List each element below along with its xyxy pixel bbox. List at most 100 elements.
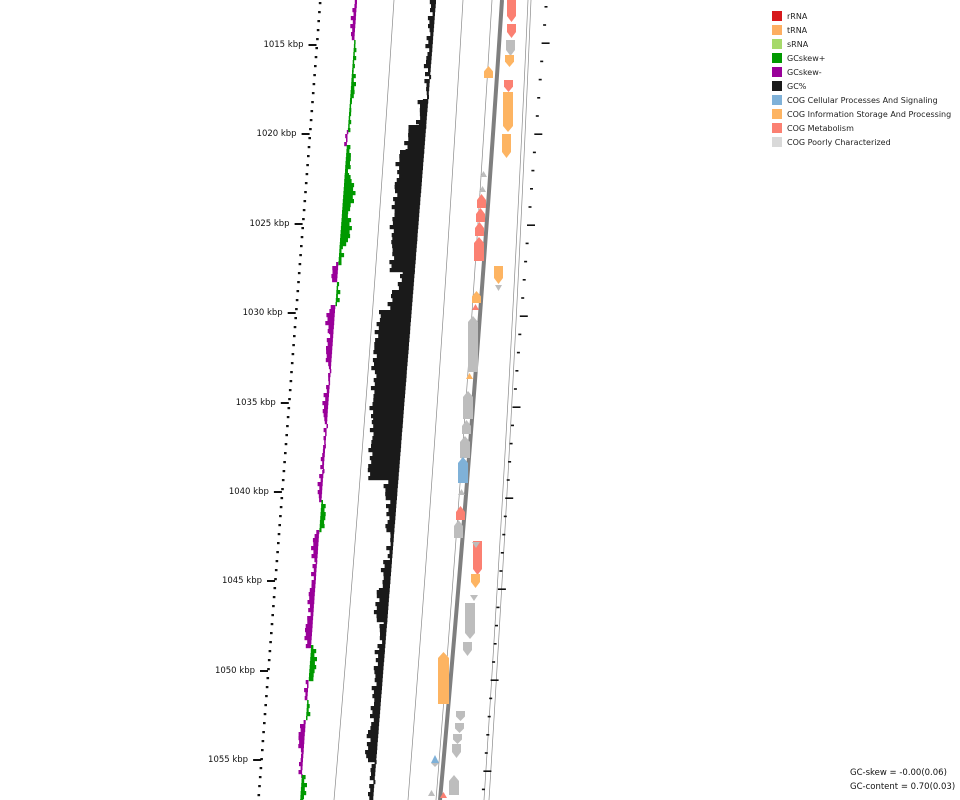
ruler-tick	[500, 552, 504, 554]
gc-skew-negative-band	[319, 474, 324, 479]
gc-content-band	[416, 120, 427, 125]
gc-skew-negative-band	[320, 457, 325, 462]
ruler-tick	[528, 206, 532, 208]
ruler-dot	[273, 587, 277, 590]
gc-content-band	[369, 796, 374, 800]
gc-skew-positive-band	[345, 161, 350, 166]
gene-arrow	[494, 266, 503, 284]
gene-arrow	[449, 775, 459, 795]
ruler-dot	[261, 740, 265, 743]
gc-skew-negative-band	[307, 620, 313, 625]
gc-content-band	[419, 112, 428, 117]
ruler-dot	[293, 335, 296, 338]
gc-content-band	[393, 197, 421, 202]
gc-content-band	[426, 60, 432, 65]
ruler-tick	[516, 351, 520, 354]
gc-skew-negative-band	[352, 8, 357, 13]
gc-skew-negative-band	[325, 432, 327, 437]
ruler-tick	[531, 169, 535, 172]
gc-content-band	[432, 12, 435, 17]
gc-skew-positive-band	[354, 40, 356, 45]
gc-skew-positive-band	[345, 157, 351, 162]
ruler-dot	[269, 641, 272, 644]
ruler-tick	[508, 461, 512, 463]
gc-skew-negative-band	[326, 389, 330, 394]
gene-arrow	[470, 595, 478, 601]
legend-swatch	[772, 39, 782, 49]
gc-skew-positive-band	[352, 60, 355, 65]
ruler-major-tick	[308, 44, 317, 46]
gc-skew-negative-band	[328, 362, 332, 367]
ruler-tick	[483, 770, 492, 772]
gc-skew-positive-band	[338, 261, 342, 266]
ruler-dot	[286, 416, 290, 419]
gc-content-band	[387, 520, 396, 525]
ruler-tick	[496, 606, 500, 609]
ruler-tick	[540, 60, 544, 63]
ruler-tick	[524, 260, 528, 263]
gc-skew-positive-band	[349, 112, 352, 117]
ruler-dot	[258, 785, 261, 788]
ruler-dot	[310, 110, 314, 113]
gc-skew-positive-band	[341, 214, 348, 219]
gc-content-band	[393, 229, 418, 234]
gc-skew-positive-band	[320, 512, 326, 517]
gc-skew-negative-band	[329, 309, 335, 314]
gc-skew-positive-band	[321, 500, 323, 505]
gc-content-band	[373, 398, 405, 403]
gc-content-band	[374, 342, 409, 347]
ruler-dot	[284, 443, 288, 446]
legend-item-cog-poorly: COG Poorly Characterized	[772, 135, 951, 149]
gc-skew-positive-band	[343, 191, 356, 196]
gc-skew-negative-band	[331, 274, 338, 279]
ruler-tick	[497, 588, 506, 590]
ruler-dot	[300, 245, 303, 248]
gc-content-band	[427, 95, 429, 100]
gc-content-band	[370, 714, 380, 719]
gc-content-band	[378, 326, 411, 331]
gc-content-band	[370, 768, 376, 773]
gc-skew-positive-band	[340, 230, 350, 235]
gc-content-band	[386, 512, 396, 517]
gc-skew-positive-band	[310, 653, 315, 658]
gc-content-band	[420, 116, 427, 121]
ruler-dot	[313, 74, 316, 77]
gc-skew-negative-band	[326, 338, 333, 343]
gc-content-band	[370, 386, 406, 391]
legend-label: rRNA	[787, 11, 808, 21]
gc-skew-negative-band	[323, 469, 325, 474]
gc-skew-negative-band	[298, 732, 305, 737]
gc-content-band	[402, 270, 415, 275]
gc-skew-negative-band	[328, 377, 331, 382]
ruler-label: 1050 kbp	[215, 666, 255, 676]
gc-content-band	[376, 614, 388, 619]
gc-skew-positive-band	[320, 516, 326, 521]
gc-content-band	[369, 784, 375, 789]
ruler-tick	[544, 6, 548, 8]
gc-content-band	[389, 225, 419, 230]
ruler-dot	[302, 209, 306, 212]
gc-content-band	[425, 44, 433, 49]
gc-skew-negative-band	[326, 424, 328, 429]
gene-arrow	[465, 603, 475, 639]
gc-skew-negative-band	[324, 420, 328, 425]
gc-content-band	[371, 686, 382, 691]
gc-skew-positive-band	[344, 179, 352, 184]
ruler-dot	[297, 272, 301, 275]
ruler-dot	[264, 704, 267, 707]
gc-skew-positive-band	[300, 791, 307, 796]
legend-swatch	[772, 123, 782, 133]
gc-content-band	[394, 201, 421, 206]
ruler-tick	[515, 370, 519, 372]
gc-content-band	[424, 79, 430, 84]
legend-item-gcskew-plus: GCskew+	[772, 51, 951, 65]
gc-content-band	[376, 606, 389, 611]
gene-arrow	[472, 304, 479, 310]
ruler-dot	[299, 254, 302, 257]
gc-content-band	[376, 682, 383, 687]
gc-skew-negative-band	[305, 624, 313, 629]
gc-skew-positive-band	[308, 677, 314, 682]
legend-swatch	[772, 67, 782, 77]
gc-skew-positive-band	[349, 100, 352, 105]
ruler-dot	[300, 236, 304, 239]
